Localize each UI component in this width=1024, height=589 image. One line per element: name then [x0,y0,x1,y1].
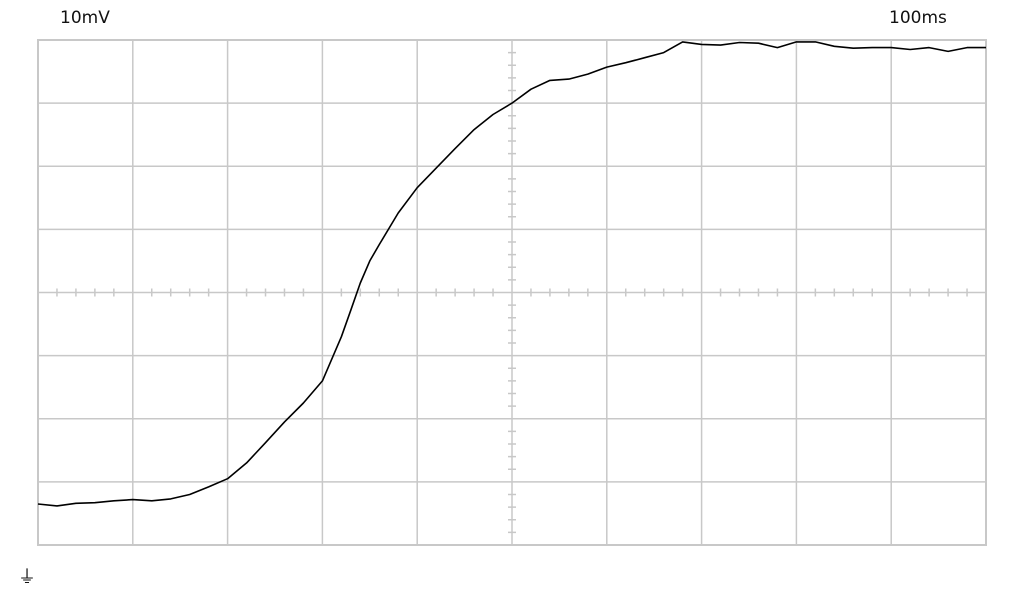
signal-trace [37,41,986,507]
graticule-ticks [56,51,968,534]
volts-per-div-label: 10mV [60,8,110,28]
graticule-grid [38,40,986,545]
screen-frame [37,39,987,546]
time-per-div-label: 100ms [889,8,947,28]
ground-marker-icon: ⏚ [18,567,36,588]
